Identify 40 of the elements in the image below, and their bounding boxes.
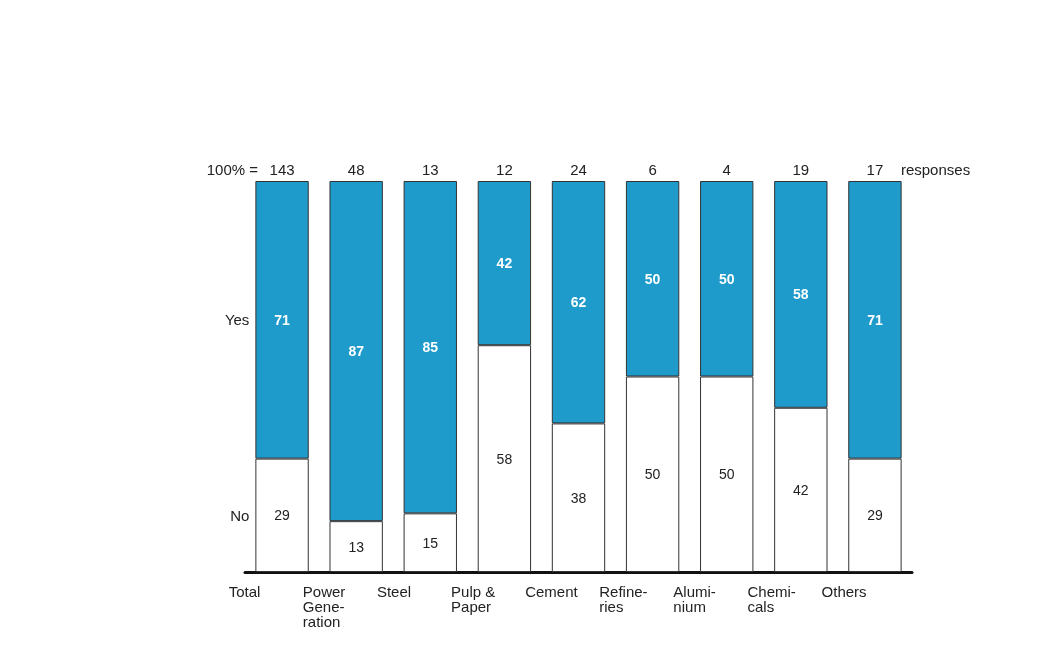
data-label: 13	[348, 538, 365, 555]
data-label: 38	[570, 489, 587, 506]
text: 19	[792, 160, 810, 178]
data-label: 50	[644, 270, 661, 287]
data-label: 29	[274, 507, 291, 524]
text: 24	[570, 160, 587, 178]
data-label: 85	[422, 339, 439, 356]
text: 4	[722, 160, 731, 178]
data-label: 58	[793, 286, 809, 303]
series-label: No	[230, 506, 250, 524]
text: 143	[269, 160, 295, 178]
x-tick-label: Cement	[525, 583, 579, 600]
x-tick-label: Steel	[376, 583, 412, 600]
data-label: 50	[644, 466, 661, 483]
text: 13	[421, 160, 439, 178]
x-tick-label: Others	[821, 583, 867, 600]
x-tick-label: Power Gene- ration	[302, 583, 346, 630]
data-label: 71	[274, 311, 291, 328]
data-label: 42	[496, 255, 513, 272]
text: 48	[347, 160, 365, 178]
data-label: 62	[570, 294, 587, 311]
x-tick-label: Chemi- cals	[747, 583, 796, 615]
text: responses	[900, 160, 971, 178]
text: 12	[496, 160, 513, 178]
data-label: 58	[496, 450, 513, 467]
x-tick-label: Alumi- nium	[673, 583, 716, 615]
data-label: 71	[867, 311, 883, 328]
data-label: 50	[718, 270, 735, 287]
series-label: Yes	[224, 311, 250, 329]
x-tick-label: Total	[228, 583, 261, 600]
data-label: 87	[348, 343, 365, 360]
data-label: 15	[422, 534, 439, 551]
data-label: 29	[867, 507, 883, 524]
data-label: 50	[718, 466, 735, 483]
data-label: 42	[793, 481, 809, 498]
text: 17	[866, 160, 884, 178]
x-tick-label: Refine- ries	[599, 583, 648, 615]
x-tick-label: Pulp & Paper	[451, 583, 496, 615]
text: 100% =	[206, 160, 259, 178]
text: 6	[648, 160, 657, 178]
